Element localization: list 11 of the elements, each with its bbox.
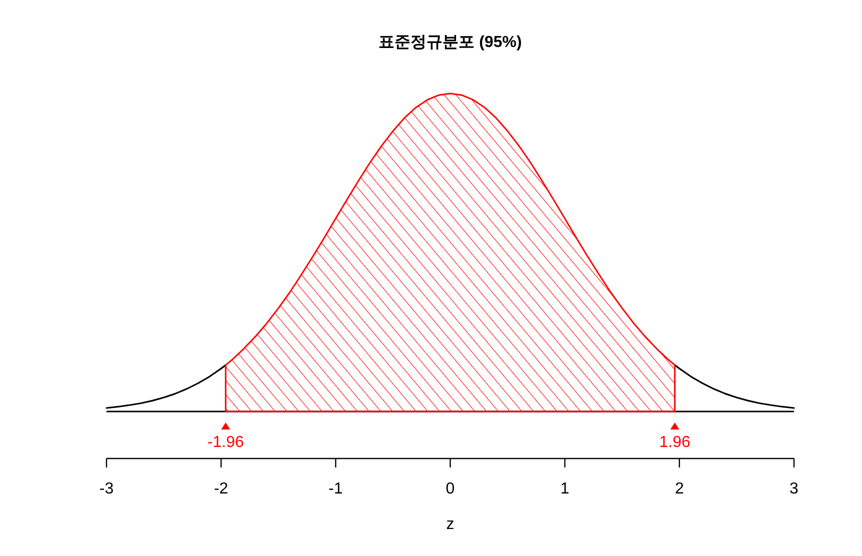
x-tick-label: 3: [790, 480, 799, 498]
title: 표준정규분포 (95%): [378, 34, 522, 51]
x-tick-label: -2: [214, 480, 228, 498]
x-tick-label: -3: [99, 480, 114, 498]
annotation: 1.96: [659, 434, 690, 451]
x-tick-label: 0: [446, 480, 455, 498]
x-tick-label: 1: [560, 480, 570, 498]
x-tick-label: 2: [674, 480, 684, 498]
xlabel: z: [446, 516, 454, 533]
x-tick-label: -1: [328, 480, 343, 498]
annotation: -1.96: [207, 434, 244, 451]
